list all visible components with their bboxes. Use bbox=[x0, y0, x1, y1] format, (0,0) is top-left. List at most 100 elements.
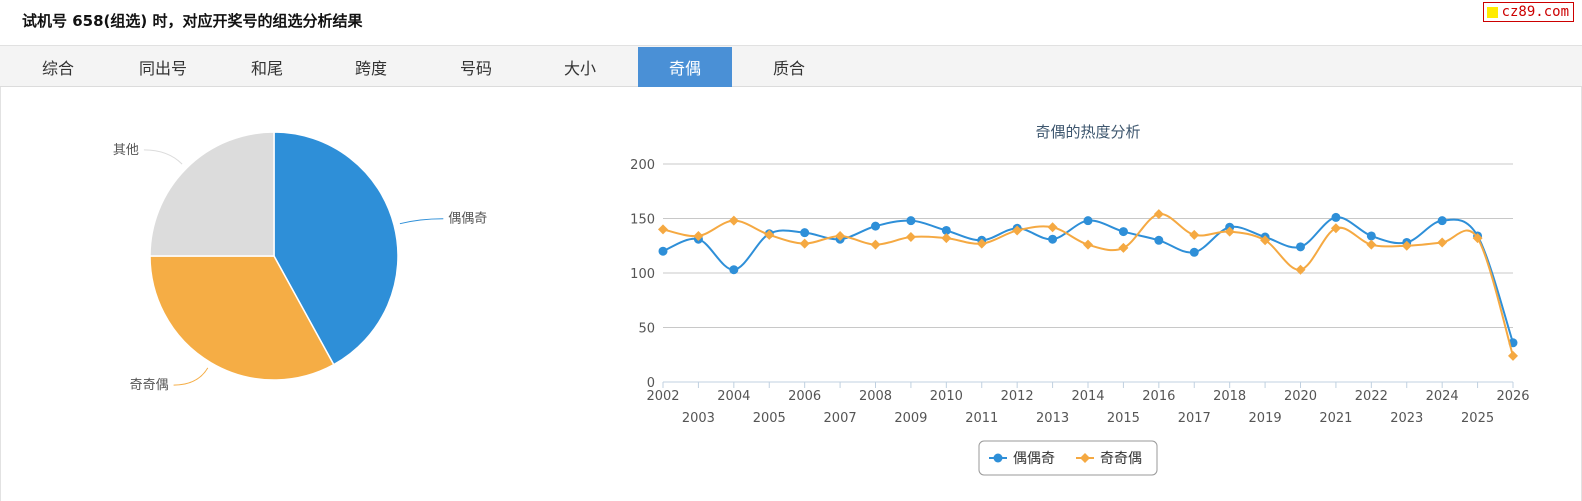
legend-label[interactable]: 奇奇偶 bbox=[1100, 450, 1142, 467]
x-tick-label: 2013 bbox=[1036, 411, 1069, 426]
data-point[interactable] bbox=[1189, 229, 1200, 240]
data-point[interactable] bbox=[1118, 227, 1128, 237]
tab-label: 奇偶 bbox=[668, 59, 701, 78]
data-point[interactable] bbox=[1047, 222, 1058, 233]
x-tick-label: 2016 bbox=[1142, 389, 1175, 404]
data-point[interactable] bbox=[693, 230, 704, 241]
data-point[interactable] bbox=[728, 215, 739, 226]
data-point[interactable] bbox=[1437, 237, 1448, 248]
data-point[interactable] bbox=[905, 232, 916, 243]
data-point[interactable] bbox=[1366, 231, 1376, 241]
data-point[interactable] bbox=[1401, 240, 1412, 251]
data-point[interactable] bbox=[1472, 233, 1483, 244]
data-point[interactable] bbox=[799, 238, 810, 249]
data-point[interactable] bbox=[871, 221, 880, 231]
x-tick-label: 2019 bbox=[1249, 411, 1282, 426]
data-point[interactable] bbox=[1153, 209, 1164, 220]
line-chart-title: 奇偶的热度分析 bbox=[1035, 123, 1140, 141]
data-point[interactable] bbox=[658, 246, 668, 256]
data-point[interactable] bbox=[1048, 234, 1058, 244]
x-tick-label: 2005 bbox=[753, 411, 786, 426]
pie-label-connector bbox=[399, 218, 444, 225]
data-point[interactable] bbox=[1012, 225, 1023, 236]
x-tick-label: 2015 bbox=[1107, 411, 1140, 426]
data-point[interactable] bbox=[1366, 239, 1377, 250]
x-tick-label: 2002 bbox=[646, 389, 679, 404]
y-tick-label: 150 bbox=[630, 213, 655, 228]
data-point[interactable] bbox=[764, 229, 775, 240]
x-tick-label: 2010 bbox=[930, 389, 963, 404]
data-point[interactable] bbox=[1331, 212, 1341, 222]
tab-label: 综合 bbox=[41, 59, 74, 78]
data-point[interactable] bbox=[1330, 223, 1341, 234]
chart-area: 偶偶奇 奇奇偶 其他 奇偶的热度分析 0 50 100 150 200 2002 2003 2004… bbox=[0, 87, 1582, 501]
legend-box bbox=[978, 440, 1158, 476]
x-tick-label: 2025 bbox=[1461, 411, 1494, 426]
pie-slice-label: 偶偶奇 bbox=[448, 211, 487, 227]
tab-tongchuhao[interactable]: 同出号 bbox=[116, 47, 210, 87]
data-point[interactable] bbox=[1296, 242, 1305, 252]
data-point[interactable] bbox=[1083, 239, 1093, 250]
legend-label[interactable]: 偶偶奇 bbox=[1013, 450, 1055, 467]
page-header: 试机号 658(组选) 时，对应开奖号的组选分析结果 cz89.com bbox=[0, 0, 1582, 41]
page-title: 试机号 658(组选) 时，对应开奖号的组选分析结果 bbox=[22, 12, 363, 30]
data-point[interactable] bbox=[1118, 242, 1129, 253]
tab-jiou[interactable]: 奇偶 bbox=[638, 47, 732, 87]
x-tick-label: 2003 bbox=[682, 411, 715, 426]
data-point[interactable] bbox=[870, 239, 881, 250]
tab-label: 质合 bbox=[772, 59, 805, 78]
y-tick-label: 0 bbox=[647, 376, 655, 391]
data-point[interactable] bbox=[835, 230, 846, 241]
data-point[interactable] bbox=[976, 238, 987, 249]
series-line-1 bbox=[662, 216, 1514, 344]
tab-label: 大小 bbox=[563, 59, 596, 78]
data-point[interactable] bbox=[1437, 216, 1447, 226]
pie-slice[interactable] bbox=[149, 255, 335, 381]
tab-zonghe[interactable]: 综合 bbox=[11, 47, 105, 87]
data-point[interactable] bbox=[1260, 235, 1271, 246]
pie-label-connector bbox=[173, 367, 209, 386]
data-point[interactable] bbox=[1508, 350, 1518, 361]
x-tick-label: 2008 bbox=[859, 389, 892, 404]
x-tick-label: 2011 bbox=[965, 411, 998, 426]
site-watermark[interactable]: cz89.com bbox=[1482, 2, 1574, 22]
x-tick-label: 2012 bbox=[1001, 389, 1034, 404]
x-tick-label: 2006 bbox=[788, 389, 821, 404]
x-tick-label: 2004 bbox=[717, 389, 750, 404]
pie-slice-label: 奇奇偶 bbox=[130, 377, 169, 393]
legend-marker[interactable] bbox=[1080, 453, 1090, 463]
data-point[interactable] bbox=[729, 265, 739, 275]
legend-marker[interactable] bbox=[993, 453, 1003, 463]
x-tick-label: 2017 bbox=[1178, 411, 1211, 426]
data-point[interactable] bbox=[1083, 216, 1093, 226]
y-tick-label: 100 bbox=[630, 267, 655, 282]
series-line-2 bbox=[662, 213, 1514, 357]
data-point[interactable] bbox=[1189, 247, 1199, 257]
tab-haoma[interactable]: 号码 bbox=[429, 47, 523, 87]
data-point[interactable] bbox=[941, 233, 952, 244]
tab-label: 跨度 bbox=[354, 59, 387, 78]
data-point[interactable] bbox=[658, 224, 668, 235]
data-point[interactable] bbox=[1154, 235, 1164, 245]
x-tick-label: 2024 bbox=[1426, 389, 1459, 404]
tab-hewei[interactable]: 和尾 bbox=[220, 47, 314, 87]
data-point[interactable] bbox=[941, 225, 951, 235]
tab-kuadu[interactable]: 跨度 bbox=[324, 47, 418, 87]
x-tick-label: 2014 bbox=[1071, 389, 1104, 404]
tab-label: 和尾 bbox=[250, 59, 283, 78]
data-point[interactable] bbox=[1295, 264, 1306, 275]
data-point[interactable] bbox=[800, 228, 810, 238]
watermark-text: cz89.com bbox=[1501, 4, 1569, 20]
pie-slice[interactable] bbox=[149, 131, 275, 257]
data-point[interactable] bbox=[906, 216, 916, 226]
x-tick-label: 2018 bbox=[1213, 389, 1246, 404]
tab-label: 号码 bbox=[459, 59, 492, 78]
tab-daxiao[interactable]: 大小 bbox=[533, 47, 627, 87]
data-point[interactable] bbox=[1224, 226, 1235, 237]
pie-slice[interactable] bbox=[273, 131, 399, 366]
tab-label: 同出号 bbox=[138, 59, 187, 78]
x-tick-label: 2021 bbox=[1319, 411, 1352, 426]
y-tick-label: 200 bbox=[630, 158, 655, 173]
tab-zhihe[interactable]: 质合 bbox=[742, 47, 836, 87]
